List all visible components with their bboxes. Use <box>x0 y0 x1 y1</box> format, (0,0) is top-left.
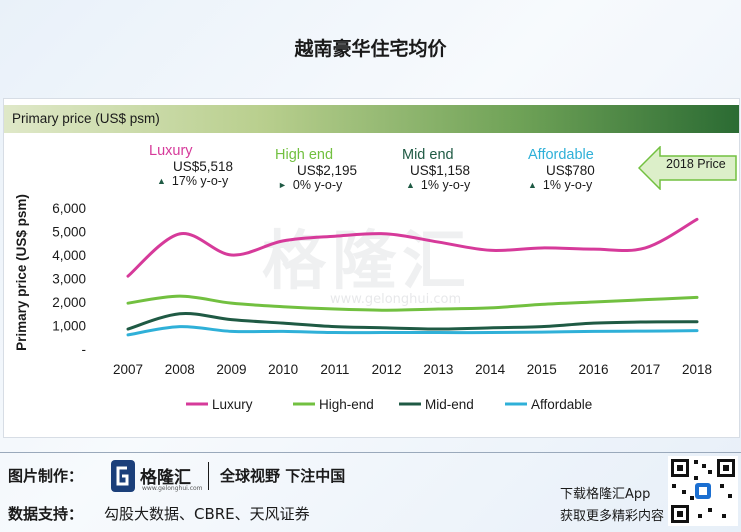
series-line-high-end <box>126 294 699 312</box>
brand-separator <box>208 462 209 490</box>
annotation-affordable: Affordable US$780 ▲ 1% y-o-y <box>528 147 595 192</box>
y-tick-label: - <box>82 342 87 357</box>
callout-label: 2018 Price <box>666 157 726 171</box>
annotation-name: Mid end <box>402 147 454 163</box>
annotation-high-end: High end US$2,195 ► 0% y-o-y <box>275 147 357 192</box>
series-line-affordable <box>126 325 699 337</box>
page-title: 越南豪华住宅均价 <box>294 38 447 60</box>
x-tick-label: 2011 <box>320 362 349 377</box>
up-triangle-icon: ▲ <box>406 180 415 190</box>
annotation-change: 17% y-o-y <box>171 174 229 188</box>
data-source-label: 数据支持： <box>8 505 84 523</box>
callout-arrow-icon <box>638 146 737 190</box>
chart-card: Primary price (US$ psm) Luxury US$5,518 … <box>3 98 740 438</box>
y-tick-label: 2,000 <box>52 295 86 310</box>
slogan: 全球视野 下注中国 <box>220 467 346 485</box>
watermark-domain: www.gelonghui.com <box>330 292 462 307</box>
annotation-change: 1% y-o-y <box>420 178 471 192</box>
annotation-price: US$780 <box>546 163 595 178</box>
legend-label: High-end <box>319 397 374 412</box>
y-tick-label: 5,000 <box>52 225 86 240</box>
annotation-price: US$5,518 <box>173 159 234 174</box>
x-tick-label: 2012 <box>372 362 402 377</box>
x-tick-label: 2015 <box>527 362 557 377</box>
y-tick-label: 1,000 <box>52 319 86 334</box>
chart-title-band: Primary price (US$ psm) <box>4 105 739 133</box>
x-tick-label: 2017 <box>630 362 660 377</box>
annotation-luxury: Luxury US$5,518 ▲ 17% y-o-y <box>149 143 233 188</box>
annotation-name: Luxury <box>149 143 193 159</box>
annotation-price: US$1,158 <box>410 163 471 178</box>
series-line-luxury <box>126 217 699 278</box>
brand-domain: www.gelonghui.com <box>142 485 203 492</box>
y-tick-label: 4,000 <box>52 248 86 263</box>
qr-code-icon[interactable] <box>668 456 738 526</box>
y-axis-title: Primary price (US$ psm) <box>14 194 29 351</box>
footer-divider <box>0 452 741 453</box>
y-tick-label: 3,000 <box>52 272 86 287</box>
app-download-text: 下载格隆汇App <box>560 487 651 502</box>
annotation-change: 1% y-o-y <box>542 178 593 192</box>
up-triangle-icon: ▲ <box>528 180 537 190</box>
x-tick-label: 2013 <box>423 362 453 377</box>
x-tick-label: 2008 <box>165 362 195 377</box>
y-tick-label: 6,000 <box>52 201 86 216</box>
right-triangle-icon: ► <box>278 180 287 190</box>
x-tick-label: 2018 <box>682 362 712 377</box>
brand-logo-icon <box>111 460 135 492</box>
chart-panel-title: Primary price (US$ psm) <box>12 111 160 126</box>
x-tick-label: 2007 <box>113 362 143 377</box>
annotation-name: Affordable <box>528 147 594 163</box>
annotation-price: US$2,195 <box>297 163 358 178</box>
legend-label: Luxury <box>212 397 253 412</box>
data-source-value: 勾股大数据、CBRE、天风证券 <box>104 505 310 523</box>
x-tick-label: 2016 <box>579 362 609 377</box>
watermark: 格隆汇 <box>262 225 472 299</box>
x-tick-label: 2014 <box>475 362 506 377</box>
made-by-label: 图片制作： <box>8 467 84 485</box>
annotation-mid-end: Mid end US$1,158 ▲ 1% y-o-y <box>402 147 470 192</box>
legend-label: Mid-end <box>425 397 474 412</box>
annotation-change: 0% y-o-y <box>292 178 343 192</box>
series-line-mid-end <box>126 311 699 331</box>
x-tick-label: 2010 <box>268 362 298 377</box>
brand-name: 格隆汇 <box>140 468 191 488</box>
x-tick-label: 2009 <box>216 362 246 377</box>
up-triangle-icon: ▲ <box>157 176 166 186</box>
legend-label: Affordable <box>531 397 592 412</box>
annotation-name: High end <box>275 147 334 163</box>
app-more-text: 获取更多精彩内容 <box>560 509 665 524</box>
